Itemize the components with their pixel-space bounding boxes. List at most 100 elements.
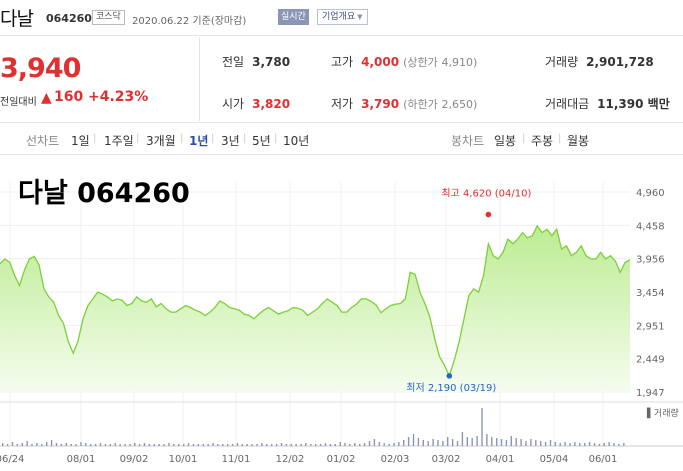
volume-bar (285, 444, 288, 446)
stat-value: 3,790 (361, 97, 400, 111)
stat-sub-value: 4,910) (441, 56, 478, 69)
volume-bar (60, 444, 63, 446)
change-label: 전일대비 (0, 97, 37, 108)
volume-bar (359, 444, 361, 446)
volume-bar (447, 437, 449, 446)
volume-bar (393, 443, 395, 446)
volume-bar (593, 443, 596, 446)
period-5y[interactable]: 5년 (252, 134, 271, 148)
volume-bar (623, 443, 625, 446)
volume-bar (280, 443, 283, 446)
volume-bar (168, 443, 170, 446)
period-1d[interactable]: 1일 (71, 134, 90, 148)
y-tick-label: 2,449 (636, 355, 665, 366)
volume-bar (535, 440, 537, 446)
volume-bar (16, 444, 19, 446)
low-annotation: 최저 2,190 (03/19) (406, 382, 496, 394)
stat-sub-label: (하한가 (403, 98, 438, 111)
volume-bar (217, 444, 219, 446)
change-percent: +4.23% (88, 89, 149, 105)
volume-bar (271, 444, 273, 446)
volume-bar (153, 444, 155, 446)
divider: | (211, 133, 215, 144)
low-point-marker (446, 373, 453, 379)
candle-daily[interactable]: 일봉 (494, 134, 517, 148)
stat-value: 3,780 (252, 55, 291, 69)
volume-bar (349, 444, 351, 446)
period-1y[interactable]: 1년 (189, 134, 209, 148)
x-tick-label: 08/01 (67, 454, 96, 465)
high-point-marker (485, 211, 492, 218)
volume-bar (417, 438, 420, 446)
y-tick-label: 3,956 (636, 255, 665, 266)
volume-bar (486, 434, 488, 446)
y-tick-label: 4,960 (636, 188, 665, 199)
volume-bar (544, 442, 547, 446)
volume-bar (55, 443, 58, 446)
volume-bar (300, 444, 302, 446)
volume-bar (148, 444, 151, 446)
price-chart[interactable]: 4,960 4,458 3,956 3,454 2,951 2,449 1,947 06/2… (0, 156, 683, 471)
volume-bar (618, 444, 620, 446)
price-line (0, 224, 631, 378)
volume-bar (564, 442, 566, 446)
stat-label: 거래량 (545, 55, 579, 69)
period-3y[interactable]: 3년 (221, 134, 240, 148)
price-summary: 3,940 전일대비 ▲ 160 +4.23% (0, 37, 200, 121)
volume-bar (407, 437, 410, 446)
volume-bar (75, 444, 77, 446)
candle-chart-label: 봉차트 (451, 134, 485, 148)
volume-bar (481, 408, 483, 446)
volume-bar (383, 443, 385, 446)
volume-bar (491, 437, 493, 446)
stat-label: 전일 (222, 55, 245, 69)
x-tick-label: 05/04 (540, 454, 569, 465)
volume-bar (85, 443, 87, 446)
stat-sub-label: (상한가 (403, 56, 438, 69)
volume-bar (295, 444, 297, 446)
y-tick-label: 1,947 (636, 388, 665, 399)
x-tick-label: 02/03 (381, 454, 410, 465)
volume-bar (613, 443, 615, 446)
volume-legend: ▌거래량 (646, 407, 679, 419)
line-chart-label: 선차트 (26, 134, 60, 148)
volume-bar (442, 441, 444, 446)
volume-bar (471, 438, 473, 446)
volume-bar (70, 444, 72, 446)
period-bar: 선차트 1일 | 1주일 | 3개월 | 1년 | 3년 | 5년 | 10년 … (0, 122, 683, 155)
realtime-button[interactable]: 실시간 (278, 9, 309, 25)
volume-bar (339, 442, 341, 446)
period-3m[interactable]: 3개월 (146, 134, 176, 148)
volume-bar (114, 443, 116, 446)
price-area-fill (0, 225, 630, 392)
volume-bar (305, 443, 307, 446)
stat-prev-close: 전일 3,780 (222, 53, 290, 70)
candle-weekly[interactable]: 주봉 (531, 134, 554, 148)
volume-bar (608, 442, 610, 446)
volume-bar (275, 444, 278, 446)
volume-bar (41, 444, 43, 446)
market-badge: 코스닥 (92, 10, 125, 25)
stat-sub-value: 2,650) (441, 98, 478, 111)
volume-bar (319, 444, 322, 446)
period-10y[interactable]: 10년 (283, 134, 310, 148)
candle-monthly[interactable]: 월봉 (567, 134, 590, 148)
stat-high: 고가 4,000 (상한가 4,910) (331, 53, 477, 70)
volume-bar (461, 432, 464, 446)
high-annotation: 최고 4,620 (04/10) (441, 188, 531, 200)
divider: | (136, 133, 140, 144)
volume-bar (36, 443, 38, 446)
volume-bar (143, 443, 146, 446)
company-overview-dropdown[interactable]: 기업개요 ▼ (317, 9, 368, 25)
period-1w[interactable]: 1주일 (104, 134, 134, 148)
volume-bar (584, 443, 586, 446)
volume-bar (574, 442, 576, 446)
stat-low: 저가 3,790 (하한가 2,650) (331, 95, 477, 112)
volume-bar (476, 436, 478, 446)
chart-title: 다날 064260 (18, 178, 190, 209)
stat-label: 저가 (331, 97, 354, 111)
volume-bar (138, 444, 141, 446)
volume-bar (549, 440, 552, 446)
volume-bar (315, 444, 317, 446)
volume-bar (520, 439, 522, 446)
